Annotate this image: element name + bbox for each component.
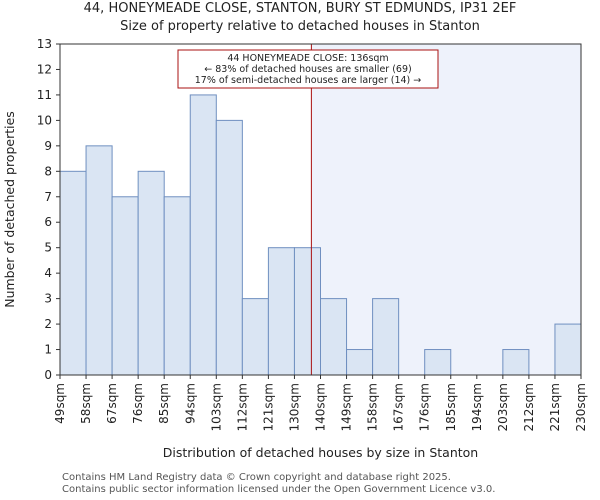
- bar-130sqm: [293, 247, 322, 376]
- bar-176sqm: [424, 349, 452, 376]
- y-tick-label: 13: [37, 37, 52, 51]
- x-tick-label: 112sqm: [235, 383, 249, 431]
- bar-203sqm: [502, 349, 530, 376]
- y-tick-label: 12: [37, 62, 52, 76]
- x-axis-ticks: 49sqm 58sqm 67sqm 76sqm 85sqm 94sqm 103sqm 112s…: [53, 375, 588, 431]
- annotation-line-1: 44 HONEYMEADE CLOSE: 136sqm: [227, 53, 388, 64]
- bar-85sqm: [163, 196, 191, 376]
- larger-than-subject-region: [311, 44, 581, 375]
- annotation-line-2: ← 83% of detached houses are smaller (69…: [204, 64, 411, 75]
- y-tick-label: 3: [44, 292, 52, 306]
- bar-112sqm: [241, 298, 269, 376]
- y-tick-label: 5: [44, 241, 52, 255]
- x-tick-label: 49sqm: [53, 383, 67, 424]
- y-tick-label: 4: [44, 266, 52, 280]
- x-tick-label: 58sqm: [79, 383, 93, 424]
- y-tick-label: 10: [37, 113, 52, 127]
- x-tick-label: 221sqm: [548, 383, 562, 431]
- y-tick-label: 8: [44, 164, 52, 178]
- bar-58sqm: [85, 145, 113, 376]
- x-tick-label: 76sqm: [131, 383, 145, 424]
- bar-67sqm: [111, 196, 139, 376]
- x-tick-label: 158sqm: [366, 383, 380, 431]
- y-axis-title: Number of detached properties: [2, 111, 17, 308]
- bars-group: [59, 94, 582, 376]
- x-tick-label: 94sqm: [183, 383, 197, 424]
- bar-103sqm: [215, 119, 243, 376]
- x-tick-label: 130sqm: [287, 383, 301, 431]
- x-tick-label: 212sqm: [522, 383, 536, 431]
- y-tick-label: 1: [44, 343, 52, 357]
- bar-94sqm: [189, 94, 217, 376]
- x-tick-label: 176sqm: [418, 383, 432, 431]
- x-tick-label: 185sqm: [444, 383, 458, 431]
- y-tick-label: 2: [44, 317, 52, 331]
- x-tick-label: 121sqm: [261, 383, 275, 431]
- y-tick-label: 0: [44, 368, 52, 382]
- bar-140sqm: [320, 298, 348, 376]
- x-tick-label: 194sqm: [470, 383, 484, 431]
- x-tick-label: 230sqm: [574, 383, 588, 431]
- bar-49sqm: [59, 170, 87, 376]
- chart-subtitle: Size of property relative to detached ho…: [120, 19, 480, 34]
- bar-121sqm: [267, 247, 295, 376]
- y-tick-label: 11: [37, 88, 52, 102]
- footer-licence: Contains public sector information licen…: [62, 484, 496, 495]
- x-tick-label: 67sqm: [105, 383, 119, 424]
- x-tick-label: 85sqm: [157, 383, 171, 424]
- bar-158sqm: [372, 298, 400, 376]
- annotation-box: 44 HONEYMEADE CLOSE: 136sqm ← 83% of det…: [177, 49, 439, 89]
- annotation-line-3: 17% of semi-detached houses are larger (…: [195, 75, 422, 86]
- x-tick-label: 103sqm: [209, 383, 223, 431]
- bar-76sqm: [137, 170, 165, 376]
- x-tick-label: 203sqm: [496, 383, 510, 431]
- x-tick-label: 140sqm: [314, 383, 328, 431]
- bar-221sqm: [554, 323, 582, 376]
- bar-149sqm: [346, 349, 374, 376]
- x-tick-label: 149sqm: [340, 383, 354, 431]
- y-tick-label: 7: [44, 190, 52, 204]
- y-tick-label: 6: [44, 215, 52, 229]
- x-axis-title: Distribution of detached houses by size …: [163, 445, 478, 460]
- y-tick-label: 9: [44, 139, 52, 153]
- x-tick-label: 167sqm: [392, 383, 406, 431]
- footer-copyright: Contains HM Land Registry data © Crown c…: [62, 472, 451, 483]
- chart-title: 44, HONEYMEADE CLOSE, STANTON, BURY ST E…: [83, 1, 517, 16]
